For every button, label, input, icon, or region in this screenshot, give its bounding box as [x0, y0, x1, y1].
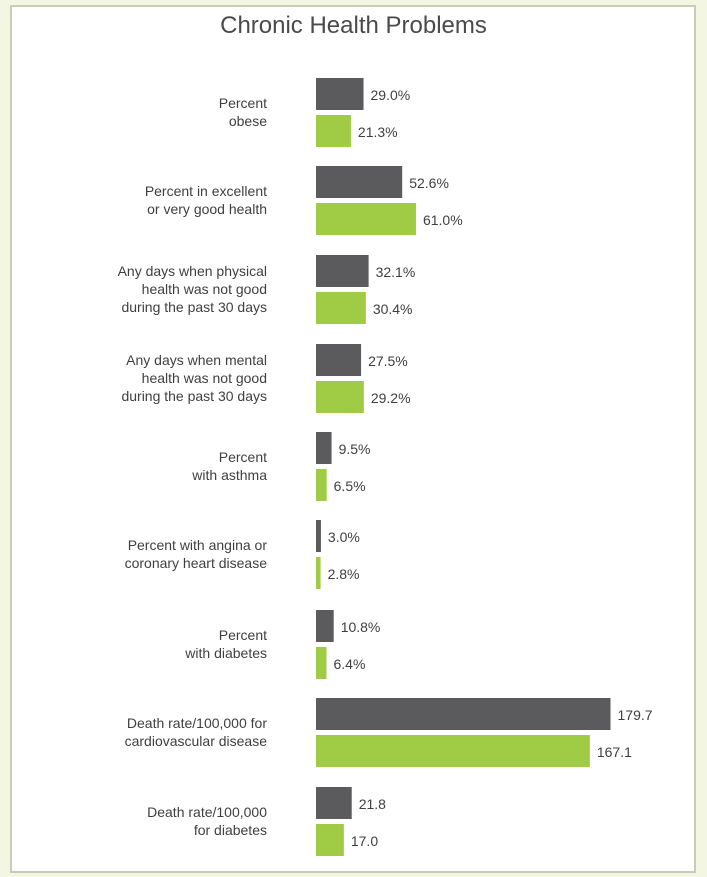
bar-series-2 [316, 469, 327, 501]
category-label: Percent with diabetes [184, 627, 267, 661]
bar-series-1 [316, 78, 364, 110]
value-label: 30.4% [373, 301, 413, 317]
category-label-line: health was not good [142, 281, 267, 297]
value-label: 179.7 [618, 707, 653, 723]
category-label-line: or very good health [147, 201, 267, 217]
value-label: 21.8 [359, 796, 386, 812]
category-label-line: Death rate/100,000 [147, 804, 267, 820]
bar-series-2 [316, 557, 321, 589]
value-label: 10.8% [341, 619, 381, 635]
bar-series-2 [316, 824, 344, 856]
bar-series-1 [316, 255, 369, 287]
bar-series-2 [316, 203, 416, 235]
category-label: Percent with angina or coronary heart dis… [125, 537, 268, 571]
bar-series-2 [316, 735, 590, 767]
category-label: Percent obese [219, 95, 267, 129]
category-label-line: Percent [219, 627, 267, 643]
category-label-line: Any days when physical [118, 263, 267, 279]
category-label: Percent in excellent or very good health [145, 183, 267, 217]
category-label-line: Percent [219, 449, 267, 465]
bar-series-2 [316, 115, 351, 147]
value-label: 52.6% [409, 175, 449, 191]
category-label-line: with diabetes [184, 645, 267, 661]
category-label-line: health was not good [142, 370, 267, 386]
bar-series-1 [316, 698, 611, 730]
category-label: Death rate/100,000 for cardiovascular dis… [125, 715, 268, 749]
category-label-line: Percent [219, 95, 267, 111]
value-label: 9.5% [339, 441, 371, 457]
category-label: Percent with asthma [191, 449, 267, 483]
value-label: 3.0% [328, 529, 360, 545]
category-label: Any days when mental health was not good d… [121, 352, 267, 404]
value-label: 6.5% [334, 478, 366, 494]
category-label-line: for diabetes [194, 822, 267, 838]
category-label-line: Any days when mental [126, 352, 267, 368]
bar-series-2 [316, 292, 366, 324]
value-label: 32.1% [376, 264, 416, 280]
category-label-line: coronary heart disease [125, 555, 268, 571]
bar-series-1 [316, 344, 362, 376]
value-label: 6.4% [333, 656, 365, 672]
value-label: 17.0 [351, 833, 378, 849]
category-label-line: during the past 30 days [121, 388, 267, 404]
chart-title: Chronic Health Problems [220, 12, 487, 39]
value-label: 167.1 [597, 744, 632, 760]
category-label-line: with asthma [191, 467, 267, 483]
bar-series-2 [316, 381, 364, 413]
value-label: 29.0% [371, 87, 411, 103]
category-label-line: Death rate/100,000 for [127, 715, 267, 731]
bar-series-1 [316, 166, 403, 198]
category-label: Death rate/100,000 for diabetes [147, 804, 267, 838]
value-label: 61.0% [423, 212, 463, 228]
value-label: 29.2% [371, 390, 411, 406]
category-label-line: Percent in excellent [145, 183, 267, 199]
value-label: 2.8% [328, 566, 360, 582]
value-label: 27.5% [368, 353, 408, 369]
category-label-line: obese [229, 113, 267, 129]
bar-series-1 [316, 610, 334, 642]
category-label-line: during the past 30 days [121, 299, 267, 315]
value-label: 21.3% [358, 124, 398, 140]
bar-series-1 [316, 432, 332, 464]
bar-series-2 [316, 647, 327, 679]
category-label-line: cardiovascular disease [125, 733, 268, 749]
category-label: Any days when physical health was not goo… [118, 263, 267, 315]
category-label-line: Percent with angina or [128, 537, 268, 553]
bar-series-1 [316, 787, 352, 819]
bar-series-1 [316, 520, 321, 552]
